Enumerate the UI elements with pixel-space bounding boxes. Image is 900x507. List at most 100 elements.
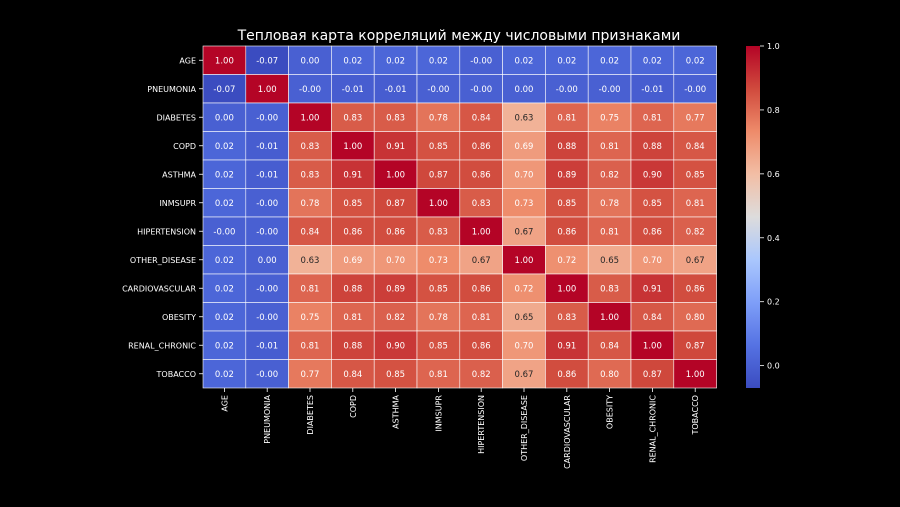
cell-value-label: 0.87: [686, 341, 705, 351]
cell-value-label: 0.81: [600, 227, 619, 237]
cell-value-label: 0.78: [301, 199, 320, 209]
cell-value-label: 0.85: [686, 170, 705, 180]
cell-value-label: 0.80: [686, 313, 705, 323]
heatmap-cell: [331, 302, 375, 332]
heatmap-cell: [673, 302, 717, 332]
cell-value-label: 0.02: [215, 256, 234, 266]
heatmap-cell: [459, 245, 503, 275]
cell-value-label: -0.00: [256, 227, 278, 237]
cell-value-label: 0.81: [429, 370, 448, 380]
cell-value-label: 0.78: [429, 113, 448, 123]
heatmap-cell: [373, 74, 418, 104]
cell-value-label: 0.81: [343, 313, 362, 323]
cell-value-label: 0.84: [472, 113, 491, 123]
cell-value-label: 0.73: [429, 256, 448, 266]
cell-value-label: 0.69: [515, 142, 534, 152]
cell-value-label: 0.86: [472, 284, 491, 294]
cell-value-label: 0.91: [643, 284, 662, 294]
cell-value-label: 0.88: [557, 142, 576, 152]
cell-value-label: 0.02: [215, 142, 234, 152]
column-tick-label: RENAL_CHRONIC: [648, 395, 657, 463]
cell-value-label: 0.83: [301, 142, 320, 152]
cell-value-label: 0.85: [429, 341, 448, 351]
chart-title: Тепловая карта корреляций между числовым…: [237, 28, 681, 44]
heatmap-cell: [373, 159, 418, 189]
cell-value-label: 0.82: [386, 313, 405, 323]
heatmap-cell: [459, 102, 503, 132]
cell-value-label: 0.90: [643, 170, 662, 180]
cell-value-label: -0.00: [556, 85, 578, 95]
cell-value-label: -0.00: [599, 85, 621, 95]
colorbar-tick-label: 0.2: [767, 298, 780, 307]
cell-value-label: 0.86: [472, 142, 491, 152]
cell-value-label: 0.85: [643, 199, 662, 209]
cell-value-label: 0.88: [343, 341, 362, 351]
heatmap-cell: [416, 45, 461, 75]
heatmap-cell: [288, 45, 332, 75]
heatmap-cell: [416, 216, 461, 246]
cell-value-label: 0.65: [600, 256, 619, 266]
heatmap-cell: [545, 273, 589, 303]
heatmap-cell: [202, 330, 247, 360]
heatmap-cell: [331, 74, 375, 104]
cell-value-label: 0.86: [686, 284, 705, 294]
heatmap-cell: [459, 188, 503, 218]
colorbar-gradient: [746, 46, 760, 388]
cell-value-label: 0.88: [343, 284, 362, 294]
cell-value-label: 0.85: [429, 284, 448, 294]
heatmap-cell: [587, 74, 632, 104]
cell-value-label: 0.00: [515, 85, 534, 95]
cell-value-label: 0.89: [386, 284, 405, 294]
column-tick-label: OBESITY: [606, 395, 615, 429]
heatmap-cell: [459, 273, 503, 303]
cell-value-label: 0.83: [472, 199, 491, 209]
column-tick-label: ASTHMA: [392, 394, 401, 428]
column-tick-label: DIABETES: [306, 395, 315, 435]
cell-value-label: 0.85: [343, 199, 362, 209]
column-tick-label: INMSUPR: [434, 395, 443, 432]
cell-value-label: 1.00: [557, 284, 576, 294]
cell-value-label: 0.02: [386, 56, 405, 66]
cell-value-label: 0.02: [215, 313, 234, 323]
cell-value-label: 0.02: [215, 170, 234, 180]
cell-value-label: 0.02: [215, 370, 234, 380]
heatmap-cell: [630, 302, 675, 332]
cell-value-label: 0.83: [429, 227, 448, 237]
cell-value-label: 0.83: [343, 113, 362, 123]
cell-value-label: 0.02: [686, 56, 705, 66]
heatmap-cell: [416, 359, 461, 389]
cell-value-label: 0.77: [686, 113, 705, 123]
heatmap-cell: [202, 159, 247, 189]
heatmap-cell: [331, 273, 375, 303]
colorbar-tick-label: 0.0: [767, 362, 780, 371]
column-tick-label: TOBACCO: [691, 395, 700, 435]
heatmap-cell: [288, 216, 332, 246]
heatmap-cell: [502, 330, 546, 360]
cell-value-label: 1.00: [343, 142, 362, 152]
row-tick-label: ASTHMA: [162, 170, 196, 179]
cell-value-label: 0.85: [557, 199, 576, 209]
cell-value-label: 0.91: [343, 170, 362, 180]
column-tick-label: AGE: [220, 395, 229, 412]
row-tick-label: HIPERTENSION: [137, 227, 196, 236]
cell-value-label: 0.70: [515, 170, 534, 180]
cell-value-label: -0.00: [470, 85, 492, 95]
heatmap-cell: [545, 131, 589, 161]
heatmap-cell: [245, 302, 289, 332]
heatmap-cell: [673, 245, 717, 275]
cell-value-label: -0.00: [256, 313, 278, 323]
heatmap-cell: [416, 188, 461, 218]
cell-value-label: 0.02: [600, 56, 619, 66]
cell-value-label: 0.86: [386, 227, 405, 237]
heatmap-cell: [202, 216, 247, 246]
cell-value-label: 0.65: [515, 313, 534, 323]
heatmap-cell: [373, 245, 418, 275]
heatmap-cell: [202, 273, 247, 303]
heatmap-cell: [416, 131, 461, 161]
heatmap-cell: [245, 74, 289, 104]
cell-value-label: 0.83: [600, 284, 619, 294]
cell-value-label: 0.02: [557, 56, 576, 66]
heatmap-cell: [459, 74, 503, 104]
cell-value-label: -0.01: [385, 85, 407, 95]
heatmap-cell: [545, 188, 589, 218]
